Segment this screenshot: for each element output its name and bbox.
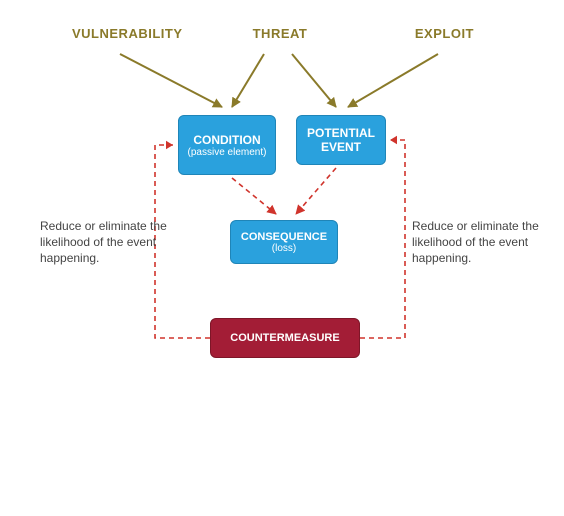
caption-left: Reduce or eliminate the likelihood of th… xyxy=(40,218,168,267)
olive-connectors xyxy=(120,54,438,107)
box-countermeasure: COUNTERMEASURE xyxy=(210,318,360,358)
box-potential-event: POTENTIAL EVENT xyxy=(296,115,386,165)
box-potential-title: POTENTIAL EVENT xyxy=(303,126,379,154)
box-condition-title: CONDITION xyxy=(193,133,260,147)
box-consequence: CONSEQUENCE (loss) xyxy=(230,220,338,264)
diagram-stage: VULNERABILITY THREAT EXPLOIT CONDITION (… xyxy=(0,0,564,516)
box-consequence-sub: (loss) xyxy=(272,243,296,254)
box-consequence-title: CONSEQUENCE xyxy=(241,231,327,243)
label-exploit: EXPLOIT xyxy=(415,26,474,41)
label-vulnerability: VULNERABILITY xyxy=(72,26,183,41)
box-condition-sub: (passive element) xyxy=(188,147,267,158)
label-threat: THREAT xyxy=(253,26,308,41)
box-countermeasure-title: COUNTERMEASURE xyxy=(230,332,339,344)
caption-right: Reduce or eliminate the likelihood of th… xyxy=(412,218,540,267)
box-condition: CONDITION (passive element) xyxy=(178,115,276,175)
